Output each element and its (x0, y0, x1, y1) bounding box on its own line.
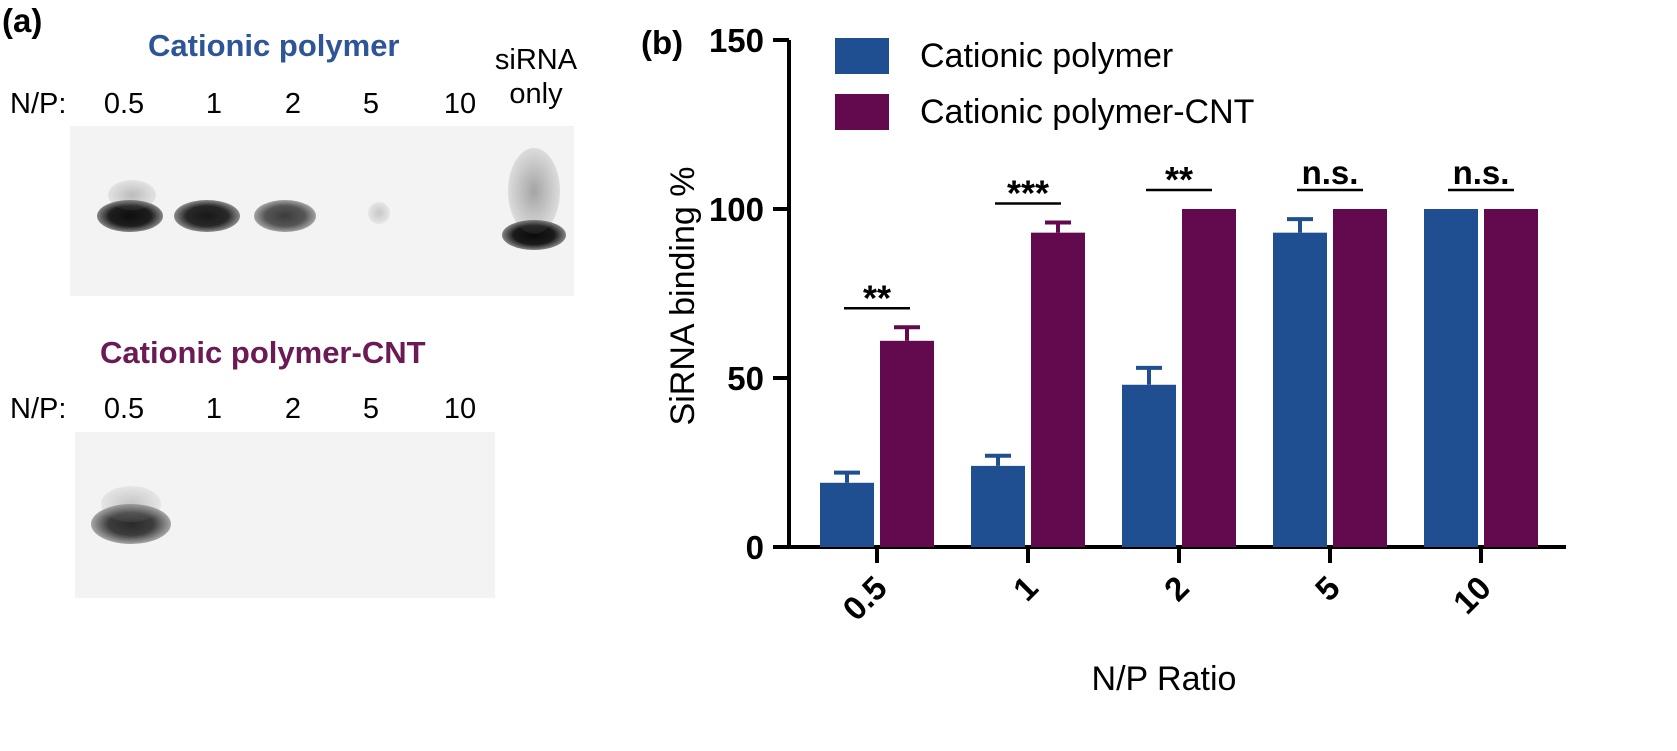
gel2-lane-label: 0.5 (103, 393, 145, 425)
bar-cationic-polymer-cnt (880, 340, 934, 547)
gel2-image (75, 432, 495, 598)
gel1-lane-label: 10 (443, 88, 477, 120)
y-tick-label: 0 (746, 529, 764, 566)
gel2-title: Cationic polymer-CNT (100, 335, 426, 370)
x-tick-label: 5 (1308, 569, 1347, 608)
gel2-lane-label: 2 (284, 393, 302, 425)
gel1-np-prefix: N/P: (10, 88, 67, 120)
gel-band (368, 202, 390, 224)
gel-band (254, 200, 316, 232)
gel1-image (70, 126, 574, 296)
legend-swatch-cationic-polymer-cnt (835, 94, 889, 130)
gel2-lane-label: 10 (443, 393, 477, 425)
significance-label: ** (863, 277, 891, 318)
gel-band (508, 148, 560, 234)
significance-label: *** (1007, 173, 1049, 214)
bar-cationic-polymer (1273, 232, 1327, 547)
bar-cationic-polymer (971, 465, 1025, 547)
significance-label: ** (1165, 159, 1193, 200)
y-tick-label: 50 (727, 360, 764, 397)
y-tick-label: 150 (709, 22, 764, 59)
gel1-control-line1: siRNA (494, 44, 578, 76)
gel1-lane-label: 2 (284, 88, 302, 120)
x-tick-label: 0.5 (835, 569, 894, 628)
gel-band (97, 200, 163, 232)
bar-cationic-polymer-cnt (1333, 209, 1387, 547)
bar-cationic-polymer-cnt (1031, 232, 1085, 547)
bar-cationic-polymer-cnt (1484, 209, 1538, 547)
significance-label: n.s. (1453, 154, 1510, 191)
gel1-title: Cationic polymer (148, 28, 400, 63)
bar-cationic-polymer (820, 482, 874, 547)
bar-cationic-polymer (1424, 209, 1478, 547)
gel1-control-lane-label: siRNA only (486, 43, 586, 111)
gel2-lane-label: 5 (362, 393, 380, 425)
gel-band (91, 504, 171, 544)
legend-label-cationic-polymer: Cationic polymer (920, 37, 1173, 75)
y-axis-title: SiRNA binding % (664, 167, 702, 426)
gel2-lane-label: 1 (205, 393, 223, 425)
bar-cationic-polymer-cnt (1182, 209, 1236, 547)
significance-label: n.s. (1302, 154, 1359, 191)
gel-band (101, 486, 161, 522)
gel2-np-prefix: N/P: (10, 393, 67, 425)
gel1-control-line2: only (509, 78, 563, 110)
bar-cationic-polymer (1122, 384, 1176, 547)
y-tick-label: 100 (709, 191, 764, 228)
legend-swatch-cationic-polymer (835, 38, 889, 74)
panel-a-letter: (a) (2, 2, 43, 39)
panel-b-letter: (b) (641, 24, 684, 61)
gel1-lane-label: 1 (205, 88, 223, 120)
x-axis-title: N/P Ratio (1092, 660, 1237, 698)
x-tick-label: 10 (1446, 569, 1498, 621)
gel-band (108, 180, 156, 210)
gel1-lane-label: 5 (362, 88, 380, 120)
x-tick-label: 2 (1157, 569, 1196, 608)
gel-band (174, 200, 240, 232)
x-tick-label: 1 (1006, 569, 1045, 608)
gel1-lane-label: 0.5 (103, 88, 145, 120)
legend-label-cationic-polymer-cnt: Cationic polymer-CNT (920, 93, 1254, 131)
